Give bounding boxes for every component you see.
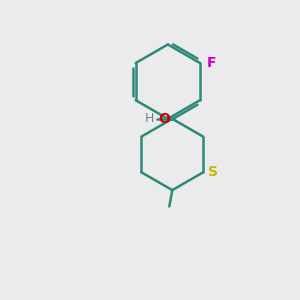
Text: H: H [144,112,154,125]
Text: O: O [158,112,170,126]
Text: F: F [207,56,216,70]
Text: S: S [208,165,218,179]
